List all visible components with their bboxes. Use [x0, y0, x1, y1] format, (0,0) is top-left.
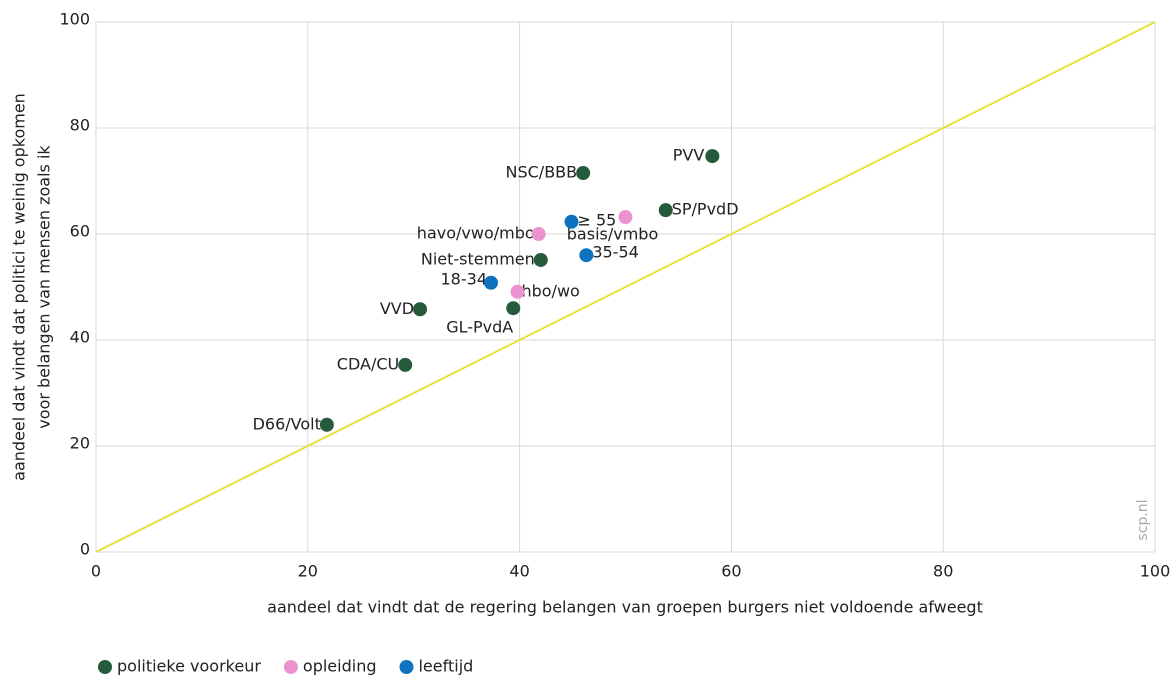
- legend-marker: [283, 660, 298, 674]
- point: [510, 284, 525, 299]
- x-tick-label: 60: [721, 562, 741, 581]
- point: [533, 252, 548, 267]
- point: [658, 203, 673, 218]
- x-axis-title: aandeel dat vindt dat de regering belang…: [267, 598, 983, 617]
- point: [576, 166, 591, 181]
- legend-marker: [98, 660, 112, 674]
- point-label: PVV: [673, 146, 705, 165]
- point-label: VVD: [380, 299, 414, 318]
- legend-label: opleiding: [303, 657, 377, 676]
- point-label: Niet-stemmen: [421, 249, 535, 268]
- point-label: hbo/wo: [521, 281, 579, 300]
- point: [506, 301, 521, 316]
- point: [319, 417, 334, 432]
- legend-label: politieke voorkeur: [117, 657, 261, 676]
- x-tick-label: 100: [1140, 562, 1171, 581]
- x-tick-label: 80: [933, 562, 953, 581]
- y-tick-label: 60: [70, 222, 90, 241]
- point: [705, 149, 720, 164]
- point-label: basis/vmbo: [567, 225, 658, 244]
- reference-line: [95, 21, 1156, 553]
- point-label: GL-PvdA: [446, 318, 513, 337]
- y-tick-label: 80: [70, 116, 90, 135]
- y-tick-label: 40: [70, 328, 90, 347]
- point-label: 18-34: [441, 269, 488, 288]
- y-axis-title: voor belangen van mensen zoals ik: [35, 145, 54, 429]
- y-tick-label: 100: [59, 10, 90, 29]
- point-label: ≥ 55: [577, 210, 616, 229]
- point: [484, 275, 499, 290]
- point-label: NSC/BBB: [506, 163, 578, 182]
- point-label: 35-54: [592, 243, 639, 262]
- watermark: scp.nl: [1135, 499, 1151, 540]
- point: [618, 210, 633, 225]
- point: [564, 214, 579, 229]
- x-tick-label: 40: [509, 562, 529, 581]
- legend-marker: [399, 660, 414, 674]
- point-label: SP/PvdD: [672, 200, 739, 219]
- point: [398, 357, 413, 372]
- point: [531, 227, 546, 241]
- point-label: CDA/CU: [337, 354, 399, 373]
- y-tick-label: 0: [80, 540, 90, 559]
- y-axis-title: aandeel dat vindt dat politici te weinig…: [10, 93, 29, 481]
- x-tick-label: 20: [298, 562, 318, 581]
- point-label: havo/vwo/mbo: [417, 224, 535, 243]
- x-tick-label: 0: [91, 562, 101, 581]
- point-label: D66/Volt: [253, 414, 321, 433]
- y-tick-label: 20: [70, 434, 90, 453]
- point: [579, 248, 594, 263]
- point: [413, 302, 428, 317]
- legend-label: leeftijd: [418, 657, 473, 676]
